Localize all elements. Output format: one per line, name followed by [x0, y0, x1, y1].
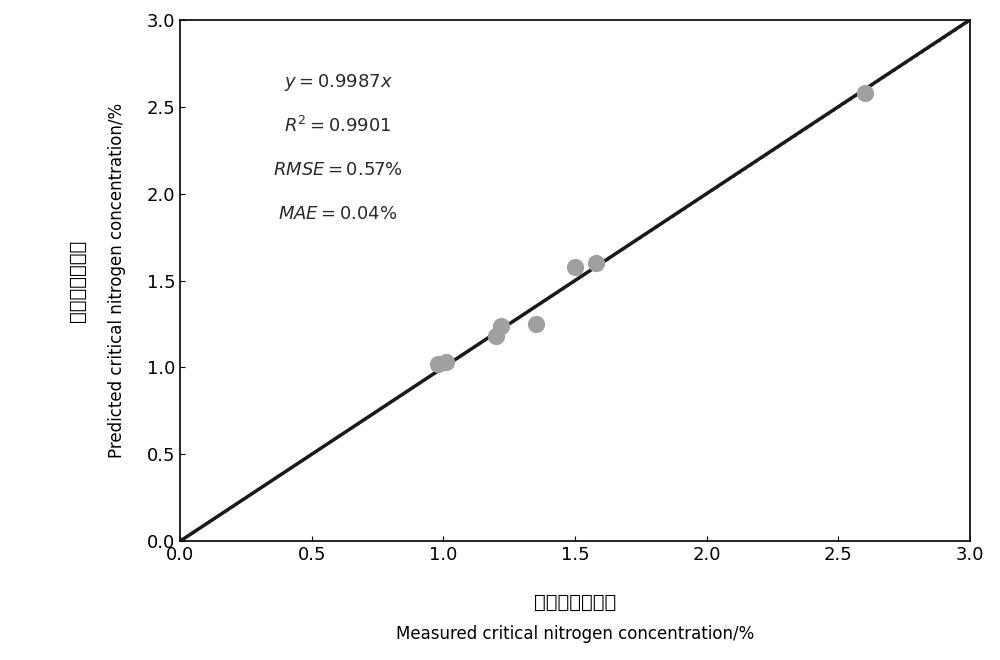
Point	[488, 331, 504, 341]
Point	[493, 320, 509, 331]
Text: Measured critical nitrogen concentration/%: Measured critical nitrogen concentration…	[396, 624, 754, 643]
Text: 实测临界氮浓度: 实测临界氮浓度	[534, 593, 616, 612]
Point	[857, 88, 873, 98]
Point	[430, 358, 446, 369]
Text: $R^2 = 0.9901$: $R^2 = 0.9901$	[284, 116, 392, 137]
Text: $MAE=0.04\%$: $MAE=0.04\%$	[278, 205, 398, 223]
Text: 预测临界氮浓度: 预测临界氮浓度	[68, 240, 87, 321]
Text: $y = 0.9987x$: $y = 0.9987x$	[284, 72, 392, 93]
Point	[567, 261, 583, 272]
Text: Predicted critical nitrogen concentration/%: Predicted critical nitrogen concentratio…	[108, 103, 126, 458]
Text: $RMSE=0.57\%$: $RMSE=0.57\%$	[273, 160, 403, 179]
Point	[438, 357, 454, 368]
Point	[588, 258, 604, 269]
Point	[528, 319, 544, 329]
